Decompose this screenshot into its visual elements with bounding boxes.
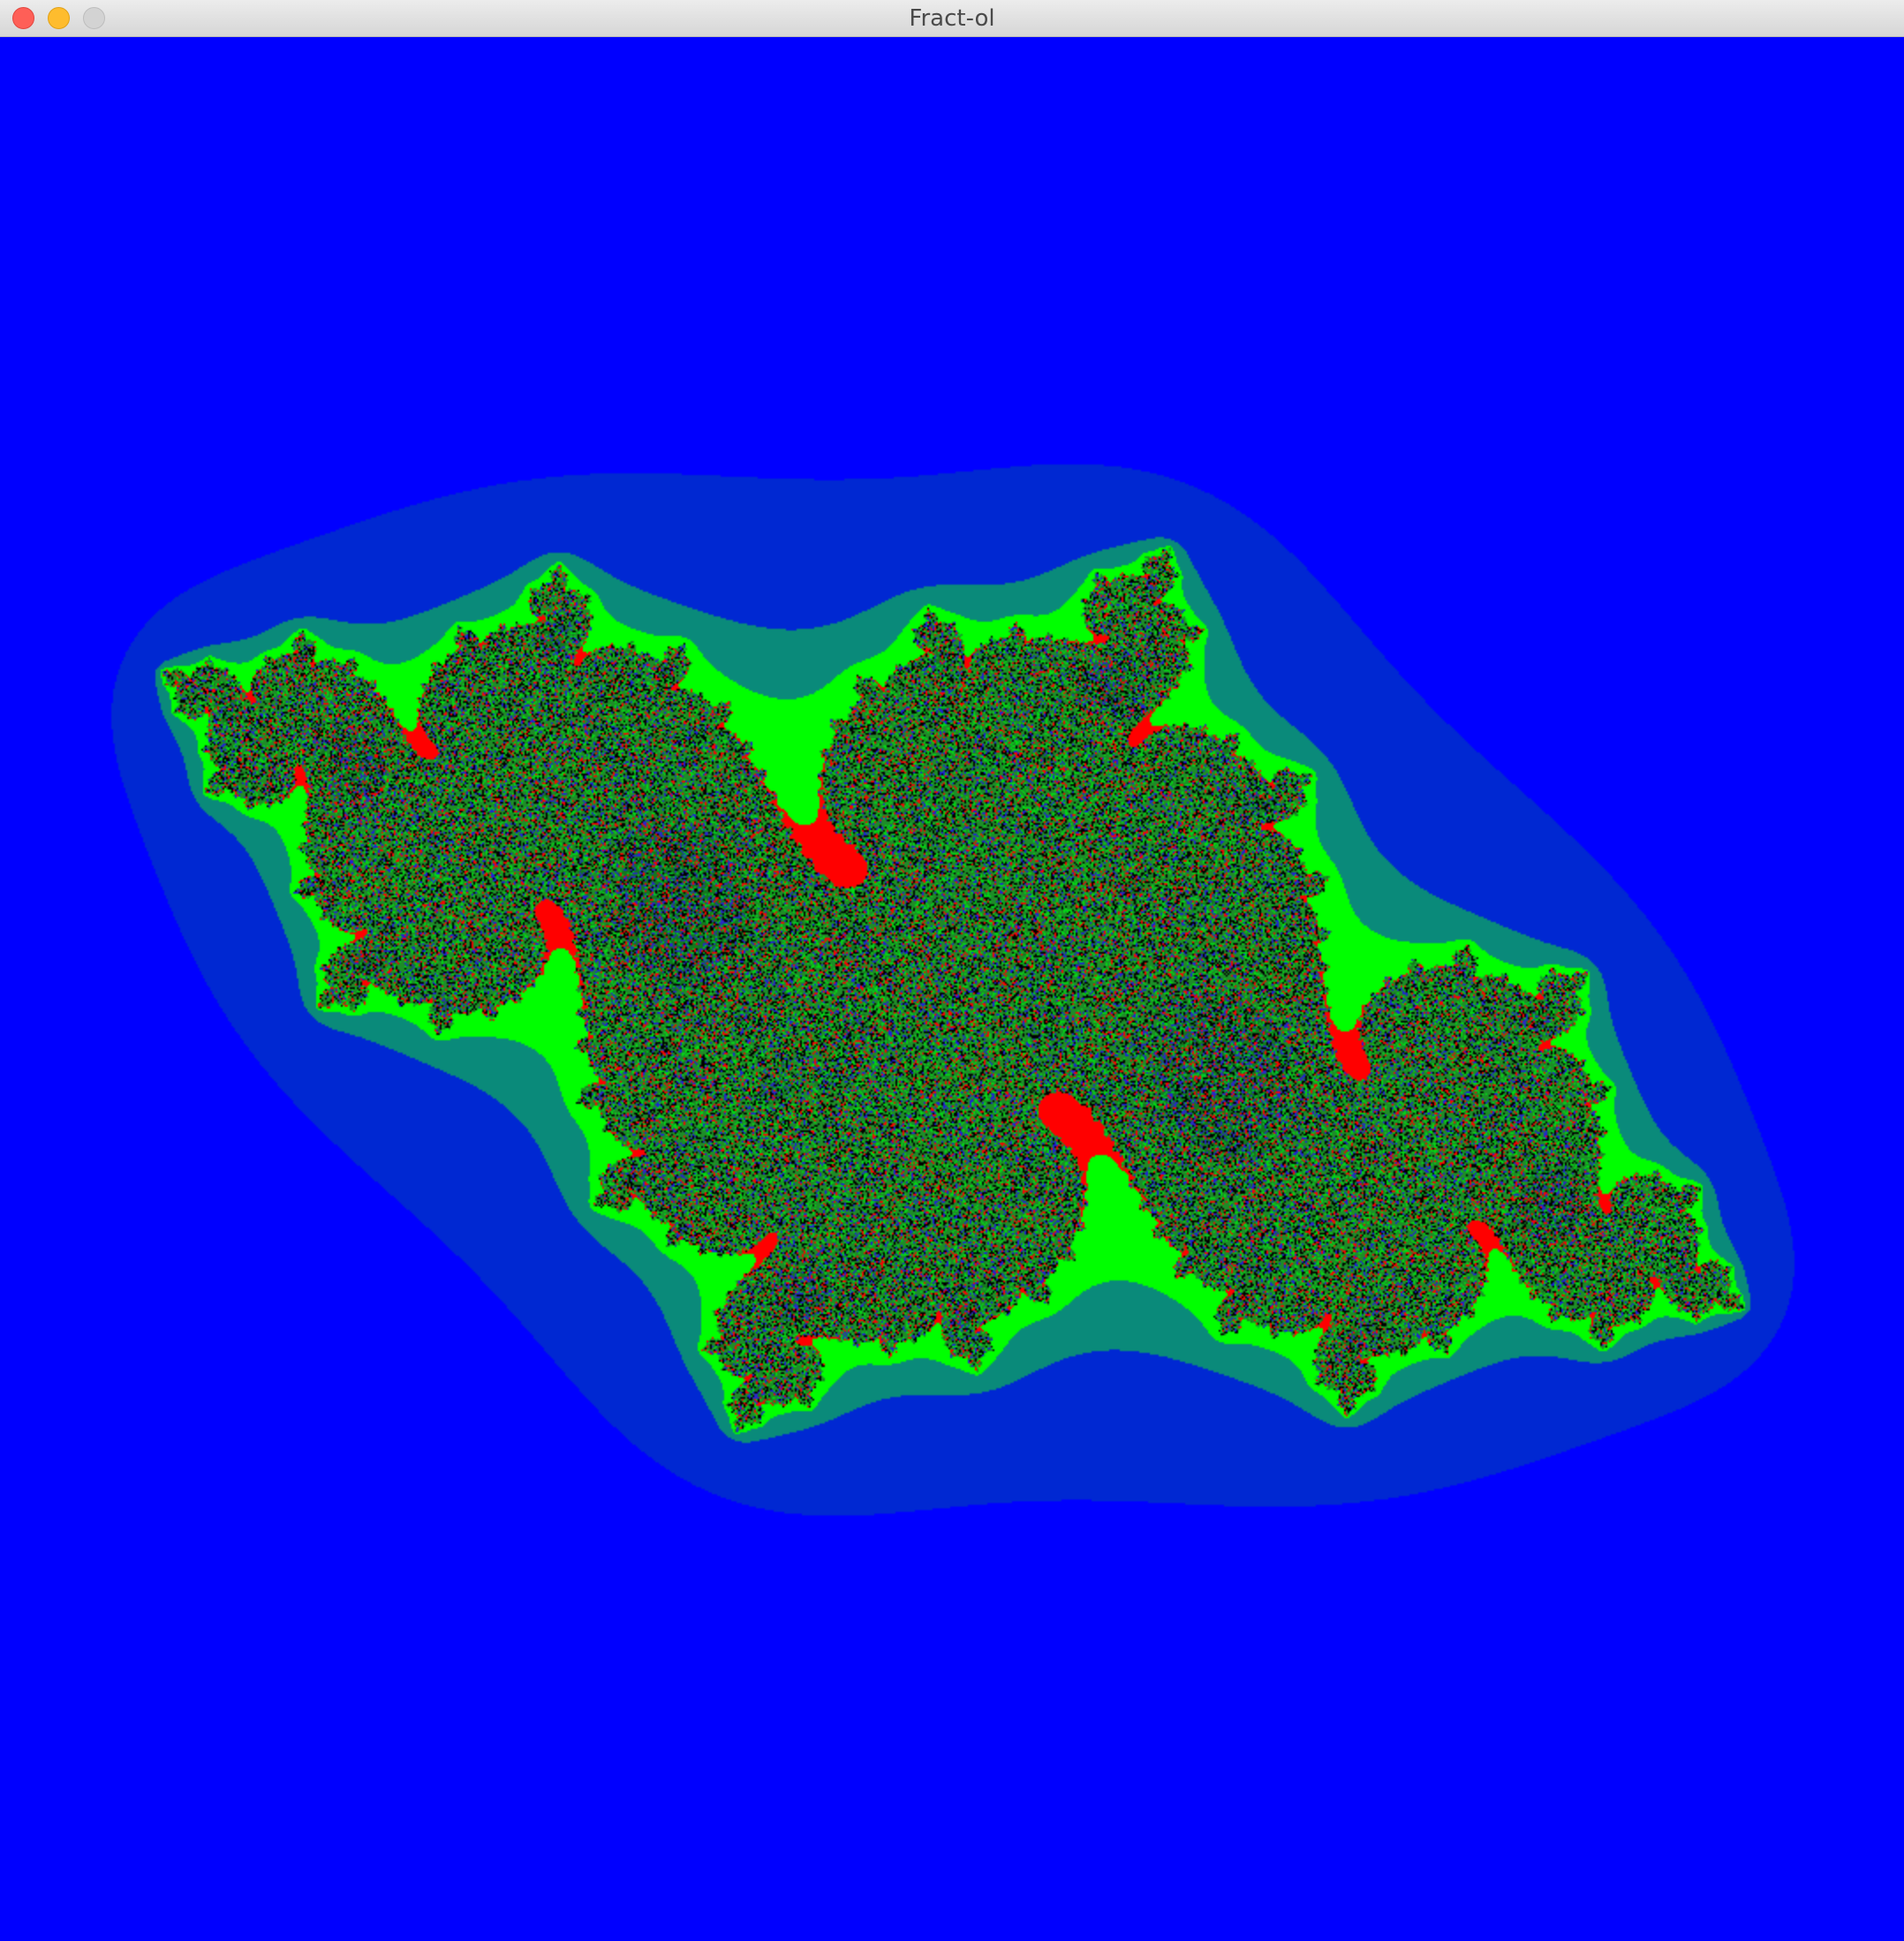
fractal-view[interactable] <box>0 37 1904 1941</box>
minimize-icon[interactable] <box>48 7 70 29</box>
title-bar[interactable]: Fract-ol <box>0 0 1904 37</box>
zoom-icon[interactable] <box>83 7 105 29</box>
window-title: Fract-ol <box>909 5 995 32</box>
close-icon[interactable] <box>12 7 34 29</box>
fractal-canvas[interactable] <box>0 37 1904 1941</box>
